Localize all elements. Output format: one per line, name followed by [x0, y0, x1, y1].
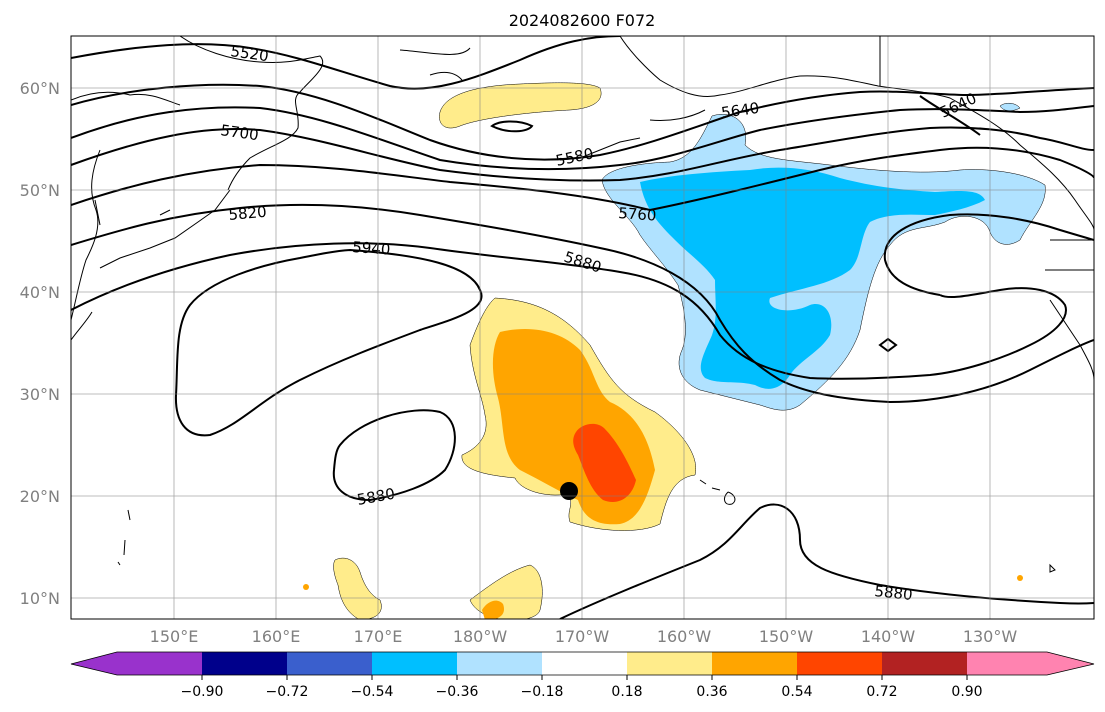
- positive-anomaly-central-red: [573, 423, 636, 502]
- colorbar-segment: [287, 652, 372, 675]
- positive-anomaly-south-1: [333, 557, 382, 619]
- lon-label: 160°W: [657, 627, 712, 646]
- contour-5760: [71, 146, 1094, 212]
- contour-label: 5520: [229, 42, 269, 65]
- colorbar: −0.90 −0.72 −0.54 −0.36 −0.18 0.18 0.36 …: [70, 651, 1095, 700]
- contour-label: 5700: [219, 121, 259, 144]
- lat-label: 10°N: [20, 589, 60, 608]
- height-contours: [71, 36, 1094, 619]
- negative-anomaly-dark: [640, 167, 985, 389]
- gridlines: [71, 36, 1094, 619]
- storm-center-marker: [560, 482, 578, 500]
- lat-label: 30°N: [20, 385, 60, 404]
- colorbar-tick-label: −0.90: [181, 684, 224, 700]
- contour-5700: [71, 126, 1094, 182]
- anomaly-shading: [303, 82, 1046, 619]
- lat-label: 40°N: [20, 283, 60, 302]
- colorbar-segment: [797, 652, 882, 675]
- lon-label: 160°E: [252, 627, 301, 646]
- colorbar-tick-label: 0.90: [951, 684, 982, 700]
- contour-label-group: 5520 5580 5640 5640 5700 5760 5820 5880 …: [219, 42, 979, 604]
- lat-label: 20°N: [20, 487, 60, 506]
- positive-anomaly-south-orange: [482, 600, 504, 619]
- colorbar-outline: [70, 651, 1095, 676]
- colorbar-tick-label: 0.54: [781, 684, 812, 700]
- lon-label: 170°W: [555, 627, 610, 646]
- colorbar-tick-label: 0.18: [611, 684, 642, 700]
- colorbar-segment: [202, 652, 287, 675]
- contour-5580: [71, 83, 1094, 161]
- colorbar-segment: [457, 652, 542, 675]
- contour-label: 5880: [874, 582, 914, 604]
- figure-title: 2024082600 F072: [509, 11, 656, 30]
- positive-anomaly-dot-2: [1017, 575, 1023, 581]
- lon-label: 150°W: [759, 627, 814, 646]
- map-frame: [70, 35, 1095, 620]
- contour-diamond: [878, 337, 898, 353]
- lon-label: 170°E: [354, 627, 403, 646]
- colorbar-tick-label: −0.18: [521, 684, 564, 700]
- lon-label: 180°W: [453, 627, 508, 646]
- colorbar-segment: [967, 652, 1047, 675]
- contour-closed-small: [490, 120, 534, 133]
- colorbar-segment: [542, 652, 627, 675]
- contour-label: 5760: [618, 204, 657, 225]
- contour-5940: [174, 248, 483, 437]
- colorbar-segment: [882, 652, 967, 675]
- lat-label: 50°N: [20, 181, 60, 200]
- contour-5880-ring-east: [883, 213, 1094, 296]
- contour-5520: [71, 36, 621, 90]
- colorbar-extend-right: [1047, 652, 1094, 675]
- contour-5640-northeast: [919, 95, 981, 136]
- contour-5640: [71, 105, 1094, 171]
- colorbar-tick-label: −0.36: [436, 684, 479, 700]
- lon-label: 140°W: [861, 627, 916, 646]
- colorbar-tick-label: −0.72: [266, 684, 309, 700]
- contour-label: 5940: [352, 238, 391, 259]
- contour-label: 5820: [228, 203, 268, 224]
- contour-5880-closed: [332, 409, 456, 502]
- colorbar-tick-label: 0.72: [866, 684, 897, 700]
- lon-label: 130°W: [963, 627, 1018, 646]
- positive-anomaly-dot-1: [303, 584, 309, 590]
- lat-label: 60°N: [20, 79, 60, 98]
- lon-label: 150°E: [150, 627, 199, 646]
- negative-anomaly-spot: [999, 103, 1021, 111]
- longitude-labels: 150°E 160°E 170°E 180°W 170°W 160°W 150°…: [150, 627, 1018, 646]
- colorbar-segment: [712, 652, 797, 675]
- colorbar-tick-label: −0.54: [351, 684, 394, 700]
- colorbar-segment: [117, 652, 202, 675]
- contour-5880-south: [559, 503, 1094, 619]
- colorbar-extend-left: [71, 652, 117, 675]
- colorbar-tick-label: 0.36: [696, 684, 727, 700]
- colorbar-segment: [372, 652, 457, 675]
- colorbar-segment: [627, 652, 712, 675]
- contour-5820: [71, 203, 1094, 404]
- latitude-labels: 60°N 50°N 40°N 30°N 20°N 10°N: [20, 79, 60, 608]
- contour-label: 5640: [720, 99, 760, 122]
- contour-5880-north: [71, 242, 1067, 380]
